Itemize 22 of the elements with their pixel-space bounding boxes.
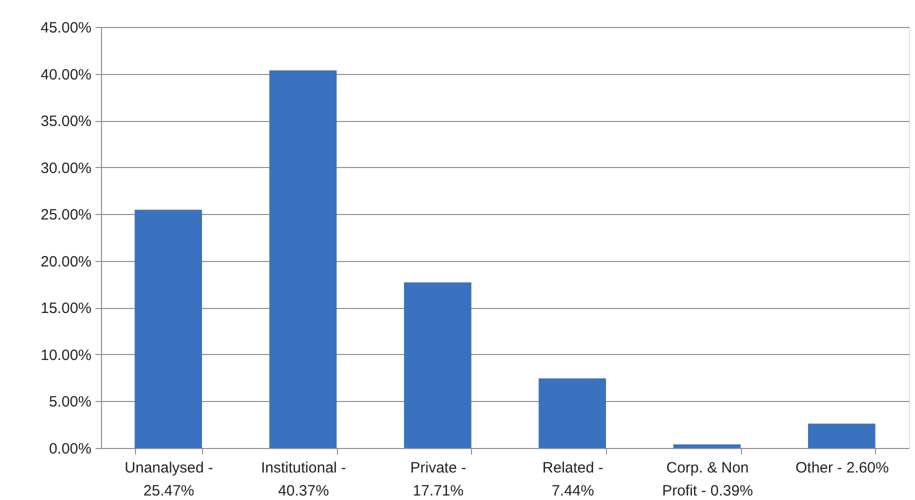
y-tick-label: 15.00% (40, 300, 92, 318)
bar (673, 444, 741, 448)
bar (134, 210, 202, 448)
y-tick-label: 35.00% (40, 113, 92, 130)
y-tick-label: 0.00% (48, 440, 92, 458)
y-tick-label: 5.00% (48, 394, 92, 411)
y-tick-label: 20.00% (40, 253, 92, 270)
bar (808, 424, 876, 448)
x-tick-label: Other - 2.60% (795, 460, 889, 476)
bar (538, 378, 606, 448)
bar (404, 282, 472, 448)
y-tick-label: 30.00% (40, 160, 92, 177)
y-tick-label: 25.00% (40, 206, 92, 224)
x-tick-label: Institutional - 40.37% (260, 460, 346, 500)
x-tick-label: Private - 17.71% (410, 460, 466, 500)
x-tick-label: Unanalysed - 25.47% (124, 460, 214, 500)
y-tick-label: 45.00% (40, 20, 92, 36)
x-tick-label: Related - 7.44% (542, 460, 604, 500)
y-tick-label: 40.00% (40, 66, 92, 84)
y-tick-label: 10.00% (40, 346, 92, 364)
x-tick-label: Corp. & Non Profit - 0.39% (662, 460, 753, 500)
bar (269, 70, 337, 448)
